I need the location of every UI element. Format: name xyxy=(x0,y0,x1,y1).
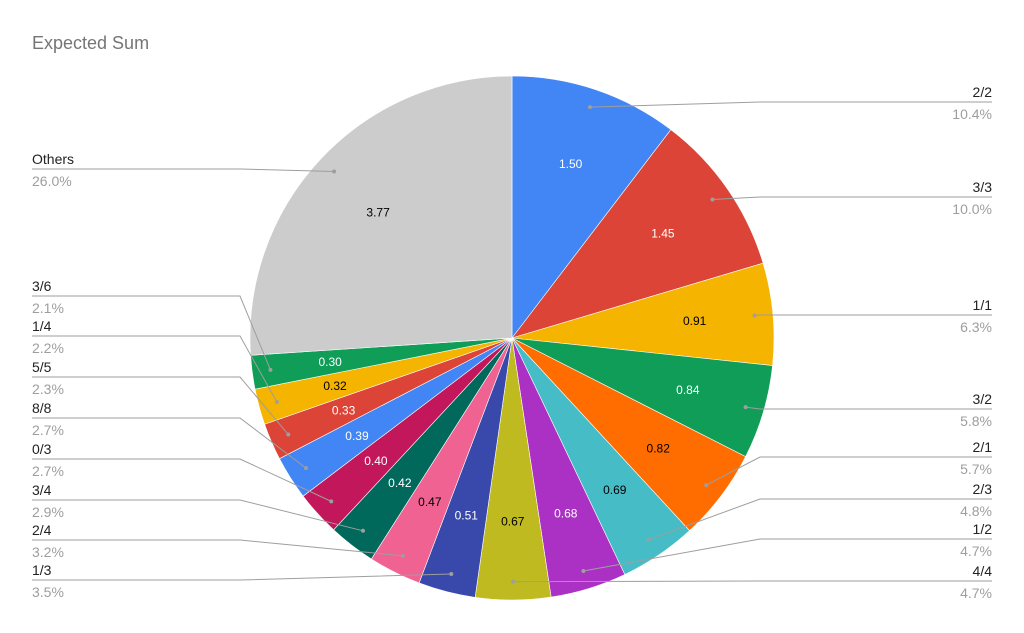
legend-percent-2-2: 10.4% xyxy=(952,106,992,122)
legend-percent-3-2: 5.8% xyxy=(960,413,992,429)
legend-label-2-3: 2/3 xyxy=(973,481,993,497)
leader-line-5-5 xyxy=(32,376,289,435)
slice-value-label-8-8: 0.39 xyxy=(345,429,369,443)
legend-percent-2-4: 3.2% xyxy=(32,544,64,560)
pie-slice-2-2 xyxy=(511,75,672,339)
legend-label-3-4: 3/4 xyxy=(32,482,52,498)
legend-percent-8-8: 2.7% xyxy=(32,422,64,438)
leader-line-0-3 xyxy=(32,458,332,502)
legend-label-others: Others xyxy=(32,151,74,167)
legend-percent-3-3: 10.0% xyxy=(952,201,992,217)
slice-value-label-1-3: 0.51 xyxy=(455,509,479,523)
slice-value-label-3-6: 0.30 xyxy=(319,355,343,369)
legend-percent-1-4: 2.2% xyxy=(32,340,64,356)
pie-slices xyxy=(249,75,775,601)
slice-value-label-others: 3.77 xyxy=(366,206,390,220)
legend-label-2-1: 2/1 xyxy=(973,439,993,455)
slice-value-label-5-5: 0.33 xyxy=(332,404,356,418)
leader-line-1-3 xyxy=(32,573,452,581)
leader-line-3-2 xyxy=(745,406,992,410)
legend-label-1-2: 1/2 xyxy=(973,521,993,537)
leader-line-1-1 xyxy=(754,314,992,317)
legend-label-1-3: 1/3 xyxy=(32,562,52,578)
chart-title: Expected Sum xyxy=(32,33,150,53)
legend-percent-others: 26.0% xyxy=(32,173,72,189)
legend-label-3-6: 3/6 xyxy=(32,278,52,294)
slice-value-label-3-3: 1.45 xyxy=(651,227,675,241)
leader-line-2-1 xyxy=(706,456,992,486)
slice-value-label-3-4: 0.42 xyxy=(388,476,412,490)
legend-percent-4-4: 4.7% xyxy=(960,585,992,601)
legend-label-3-2: 3/2 xyxy=(973,391,993,407)
legend-label-4-4: 4/4 xyxy=(973,563,993,579)
slice-value-label-0-3: 0.40 xyxy=(364,454,388,468)
legend-label-3-3: 3/3 xyxy=(973,179,993,195)
leader-line-3-4 xyxy=(32,499,364,532)
slice-value-label-1-1: 0.91 xyxy=(683,314,707,328)
legend-percent-1-2: 4.7% xyxy=(960,543,992,559)
leader-line-8-8 xyxy=(32,417,307,469)
legend-label-2-2: 2/2 xyxy=(973,84,993,100)
slice-value-label-2-3: 0.69 xyxy=(603,483,627,497)
legend-label-1-1: 1/1 xyxy=(973,297,993,313)
legend-percent-0-3: 2.7% xyxy=(32,463,64,479)
leader-lines xyxy=(32,101,992,584)
legend-label-2-4: 2/4 xyxy=(32,522,52,538)
legend-label-0-3: 0/3 xyxy=(32,441,52,457)
legend-percent-1-1: 6.3% xyxy=(960,319,992,335)
leader-line-1-2 xyxy=(583,538,992,572)
leader-line-2-4 xyxy=(32,539,403,557)
slice-value-label-1-2: 0.68 xyxy=(554,506,578,520)
pie-slice-3-3 xyxy=(511,129,764,339)
legend-percent-3-6: 2.1% xyxy=(32,300,64,316)
pie-slice-others xyxy=(249,75,513,356)
slice-value-label-4-4: 0.67 xyxy=(501,514,525,528)
legend-label-5-5: 5/5 xyxy=(32,359,52,375)
leader-line-2-3 xyxy=(648,498,992,541)
legend-label-1-4: 1/4 xyxy=(32,318,52,334)
slice-value-label-2-1: 0.82 xyxy=(647,442,671,456)
slice-value-label-2-2: 1.50 xyxy=(559,157,583,171)
leader-line-2-2 xyxy=(589,101,992,108)
legend-percent-3-4: 2.9% xyxy=(32,504,64,520)
slice-value-label-2-4: 0.47 xyxy=(418,495,442,509)
leader-line-4-4 xyxy=(513,580,992,583)
slice-value-label-3-2: 0.84 xyxy=(676,383,700,397)
leader-line-others xyxy=(32,168,335,173)
leader-line-1-4 xyxy=(32,335,278,403)
slice-value-label-1-4: 0.32 xyxy=(323,379,347,393)
leader-line-3-3 xyxy=(712,196,992,200)
legend-percent-5-5: 2.3% xyxy=(32,381,64,397)
legend-percent-1-3: 3.5% xyxy=(32,584,64,600)
legend-percent-2-1: 5.7% xyxy=(960,461,992,477)
legend-percent-2-3: 4.8% xyxy=(960,503,992,519)
leader-line-3-6 xyxy=(32,295,271,371)
legend-label-8-8: 8/8 xyxy=(32,400,52,416)
